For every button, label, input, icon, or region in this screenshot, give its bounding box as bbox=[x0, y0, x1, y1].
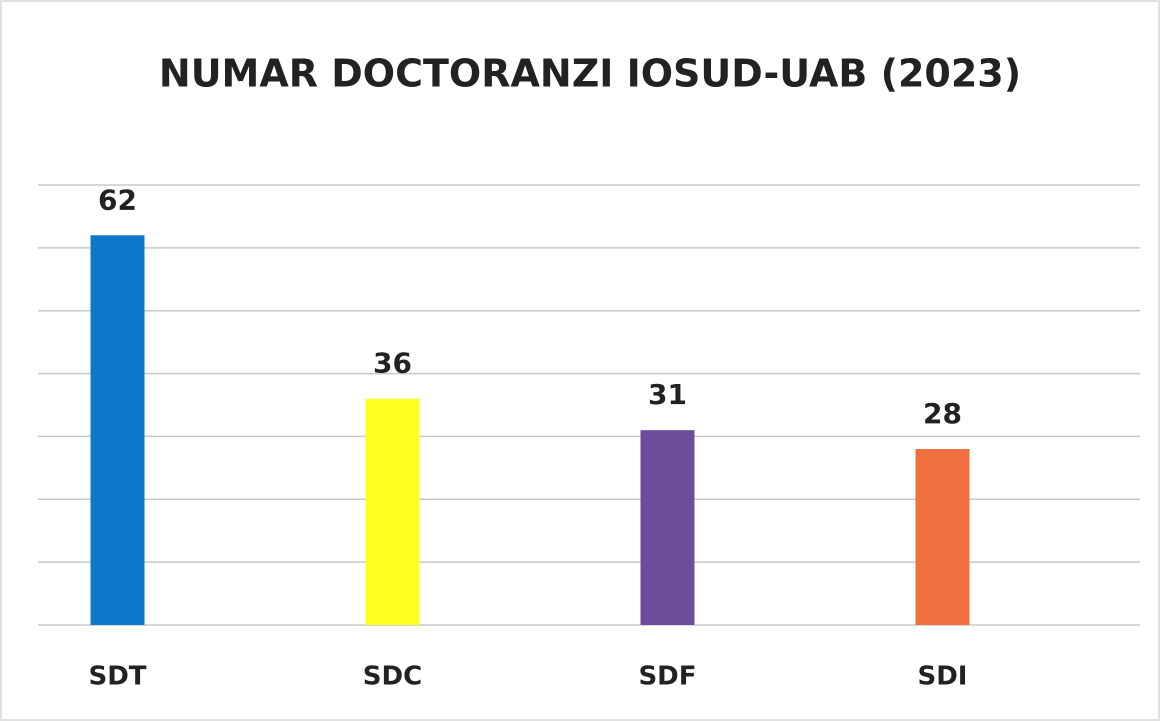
x-tick-label: SDI bbox=[918, 662, 968, 692]
data-label: 28 bbox=[923, 397, 962, 430]
chart-title: NUMAR DOCTORANZI IOSUD-UAB (2023) bbox=[159, 52, 1021, 96]
bar bbox=[365, 398, 420, 625]
bar bbox=[915, 449, 970, 625]
x-tick-label: SDF bbox=[638, 662, 696, 692]
x-tick-label: SDT bbox=[88, 662, 146, 692]
x-tick-label: SDC bbox=[363, 662, 422, 692]
bar bbox=[640, 430, 695, 625]
data-label: 31 bbox=[648, 378, 687, 411]
data-label: 36 bbox=[373, 347, 412, 380]
data-label: 62 bbox=[98, 183, 137, 216]
bar bbox=[90, 235, 145, 626]
